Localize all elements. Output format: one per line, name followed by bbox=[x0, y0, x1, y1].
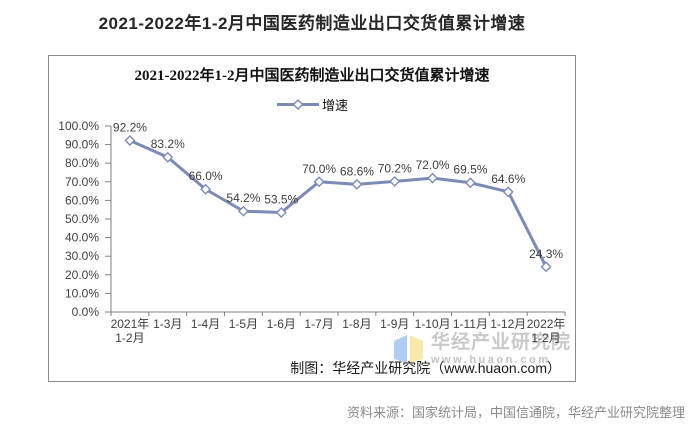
svg-text:1-8月: 1-8月 bbox=[342, 317, 371, 331]
svg-text:10.0%: 10.0% bbox=[65, 286, 99, 300]
chart-title: 2021-2022年1-2月中国医药制造业出口交货值累计增速 bbox=[134, 68, 490, 84]
series-markers bbox=[124, 135, 552, 273]
svg-text:1-3月: 1-3月 bbox=[153, 317, 182, 331]
svg-text:90.0%: 90.0% bbox=[65, 138, 99, 152]
svg-text:68.6%: 68.6% bbox=[340, 164, 374, 178]
data-labels: 92.2% 83.2% 66.0%54.2% 53.5% 70.0% 68.6% 70.2%… bbox=[113, 121, 564, 261]
source-note: 资料来源：国家统计局，中国信通院，华经产业研究院整理 bbox=[346, 405, 685, 420]
svg-text:2022年1-2月: 2022年 1-2月 bbox=[527, 317, 566, 345]
svg-text:1-9月: 1-9月 bbox=[380, 317, 409, 331]
huaon-logo-icon bbox=[394, 335, 423, 363]
svg-text:83.2%: 83.2% bbox=[151, 137, 185, 151]
watermark-text: 华经产业研究院 www.huaon.com bbox=[431, 332, 571, 366]
svg-text:30.0%: 30.0% bbox=[65, 249, 99, 263]
chart-frame: 华经产业研究院 www.huaon.com 2021-2022年1-2月中国医药… bbox=[48, 55, 576, 382]
logo-right-page bbox=[410, 335, 423, 363]
svg-text:1-6月: 1-6月 bbox=[267, 317, 296, 331]
legend-label: 增速 bbox=[321, 98, 348, 113]
series-line bbox=[128, 139, 548, 269]
svg-text:92.2%: 92.2% bbox=[113, 121, 147, 135]
legend-line-marker-icon bbox=[276, 99, 319, 110]
svg-text:70.2%: 70.2% bbox=[378, 161, 412, 175]
svg-text:1-12月: 1-12月 bbox=[490, 317, 526, 331]
svg-text:1-4月: 1-4月 bbox=[191, 317, 220, 331]
svg-text:40.0%: 40.0% bbox=[65, 231, 99, 245]
svg-text:1-10月: 1-10月 bbox=[415, 317, 451, 331]
svg-text:54.2%: 54.2% bbox=[226, 191, 260, 205]
svg-text:66.0%: 66.0% bbox=[189, 169, 223, 183]
svg-text:72.0%: 72.0% bbox=[416, 158, 450, 172]
chart-caption: 制图：华经产业研究院（www.huaon.com） bbox=[290, 360, 561, 376]
page-title: 2021-2022年1-2月中国医药制造业出口交货值累计增速 bbox=[98, 14, 526, 33]
svg-text:70.0%: 70.0% bbox=[302, 162, 336, 176]
svg-text:1-7月: 1-7月 bbox=[304, 317, 333, 331]
svg-text:0.0%: 0.0% bbox=[72, 305, 100, 319]
svg-text:1-11月: 1-11月 bbox=[453, 317, 488, 331]
svg-text:1-5月: 1-5月 bbox=[229, 317, 258, 331]
svg-text:80.0%: 80.0% bbox=[65, 156, 99, 170]
growth-line-chart: 0.0% 10.0% 20.0% 30.0% 40.0% 50.0% 60.0% 70.0% 8… bbox=[58, 119, 566, 345]
chart-legend: 增速 bbox=[49, 95, 575, 114]
svg-text:60.0%: 60.0% bbox=[65, 193, 99, 207]
logo-left-page bbox=[394, 335, 407, 363]
svg-text:64.6%: 64.6% bbox=[491, 172, 525, 186]
x-axis: 2021年 1-2月1-3月 1-4月 1-5月 1-6月 1-7月 1-8月 1-9月 1-1… bbox=[110, 311, 566, 345]
svg-text:24.3%: 24.3% bbox=[529, 247, 563, 261]
watermark-url: www.huaon.com bbox=[431, 354, 551, 366]
watermark: 华经产业研究院 www.huaon.com bbox=[393, 332, 571, 366]
svg-text:70.0%: 70.0% bbox=[65, 175, 99, 189]
y-axis: 0.0% 10.0% 20.0% 30.0% 40.0% 50.0% 60.0% 70.0% 8… bbox=[58, 119, 112, 319]
svg-text:20.0%: 20.0% bbox=[65, 268, 99, 282]
svg-text:100.0%: 100.0% bbox=[58, 119, 99, 133]
svg-text:69.5%: 69.5% bbox=[453, 163, 487, 177]
svg-text:53.5%: 53.5% bbox=[264, 192, 298, 206]
watermark-brand: 华经产业研究院 bbox=[431, 332, 572, 353]
svg-text:50.0%: 50.0% bbox=[65, 212, 99, 226]
